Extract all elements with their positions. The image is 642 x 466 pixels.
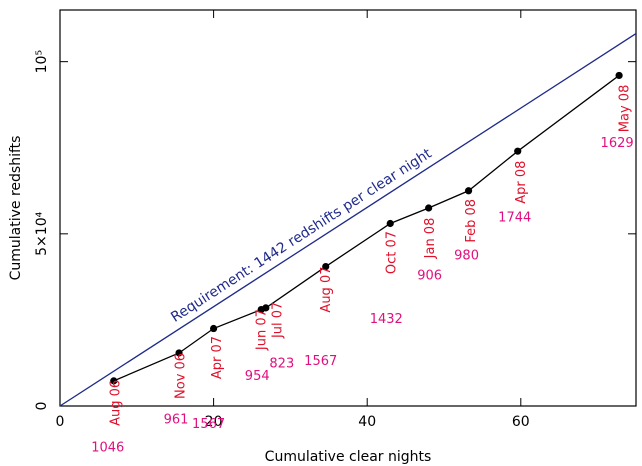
point-label: Apr 08 — [514, 161, 529, 204]
data-line — [113, 74, 620, 382]
rate-label: 906 — [417, 269, 442, 284]
y-tick-label: 0 — [34, 402, 50, 411]
rate-label: 961 — [164, 412, 189, 427]
data-point — [110, 377, 118, 385]
rate-label: 980 — [454, 248, 479, 263]
data-point — [386, 219, 394, 228]
rate-label: 1567 — [192, 417, 225, 432]
data-point — [322, 262, 330, 271]
point-label: Jul 07 — [270, 302, 285, 339]
point-label: May 08 — [618, 85, 633, 133]
point-label: Jan 08 — [423, 218, 438, 260]
rate-label: 1046 — [91, 440, 124, 455]
y-tick-label: 10⁵ — [34, 50, 50, 73]
x-tick-label: 0 — [56, 414, 65, 430]
rate-label: 1432 — [370, 312, 403, 327]
x-tick-label: 40 — [358, 414, 376, 430]
data-point — [615, 71, 623, 80]
point-label: Jun 07 — [255, 309, 270, 351]
rate-label: 823 — [269, 356, 294, 371]
data-point — [262, 304, 270, 312]
y-axis-label: Cumulative redshifts — [8, 136, 24, 281]
rate-label: 1567 — [304, 354, 337, 369]
x-axis-label: Cumulative clear nights — [265, 449, 432, 465]
point-label: Nov 06 — [174, 353, 189, 399]
rate-label: 1629 — [601, 136, 634, 151]
y-tick-label: 5×10⁴ — [34, 211, 50, 255]
x-tick-label: 20 — [205, 414, 223, 430]
rate-label: 1744 — [498, 211, 531, 226]
reference-line — [59, 33, 637, 407]
point-label: Feb 08 — [464, 199, 479, 243]
point-label: Aug 06 — [108, 380, 123, 426]
plot-frame — [59, 9, 637, 407]
point-label: Aug 07 — [319, 267, 334, 313]
point-label: Apr 07 — [210, 336, 225, 379]
data-point — [464, 187, 473, 195]
data-point — [175, 349, 183, 357]
point-label: Oct 07 — [385, 231, 400, 274]
data-point — [425, 204, 433, 212]
rate-label: 954 — [245, 369, 270, 384]
data-point — [514, 147, 522, 155]
data-point — [210, 324, 218, 333]
x-tick-label: 60 — [512, 414, 530, 430]
